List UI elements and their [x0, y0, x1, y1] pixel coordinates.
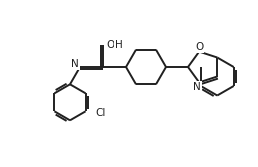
Text: N: N	[71, 59, 79, 69]
Text: O: O	[195, 42, 203, 52]
Text: H: H	[115, 40, 123, 50]
Text: Cl: Cl	[95, 108, 106, 118]
Text: O: O	[107, 40, 115, 50]
Text: N: N	[193, 82, 201, 92]
